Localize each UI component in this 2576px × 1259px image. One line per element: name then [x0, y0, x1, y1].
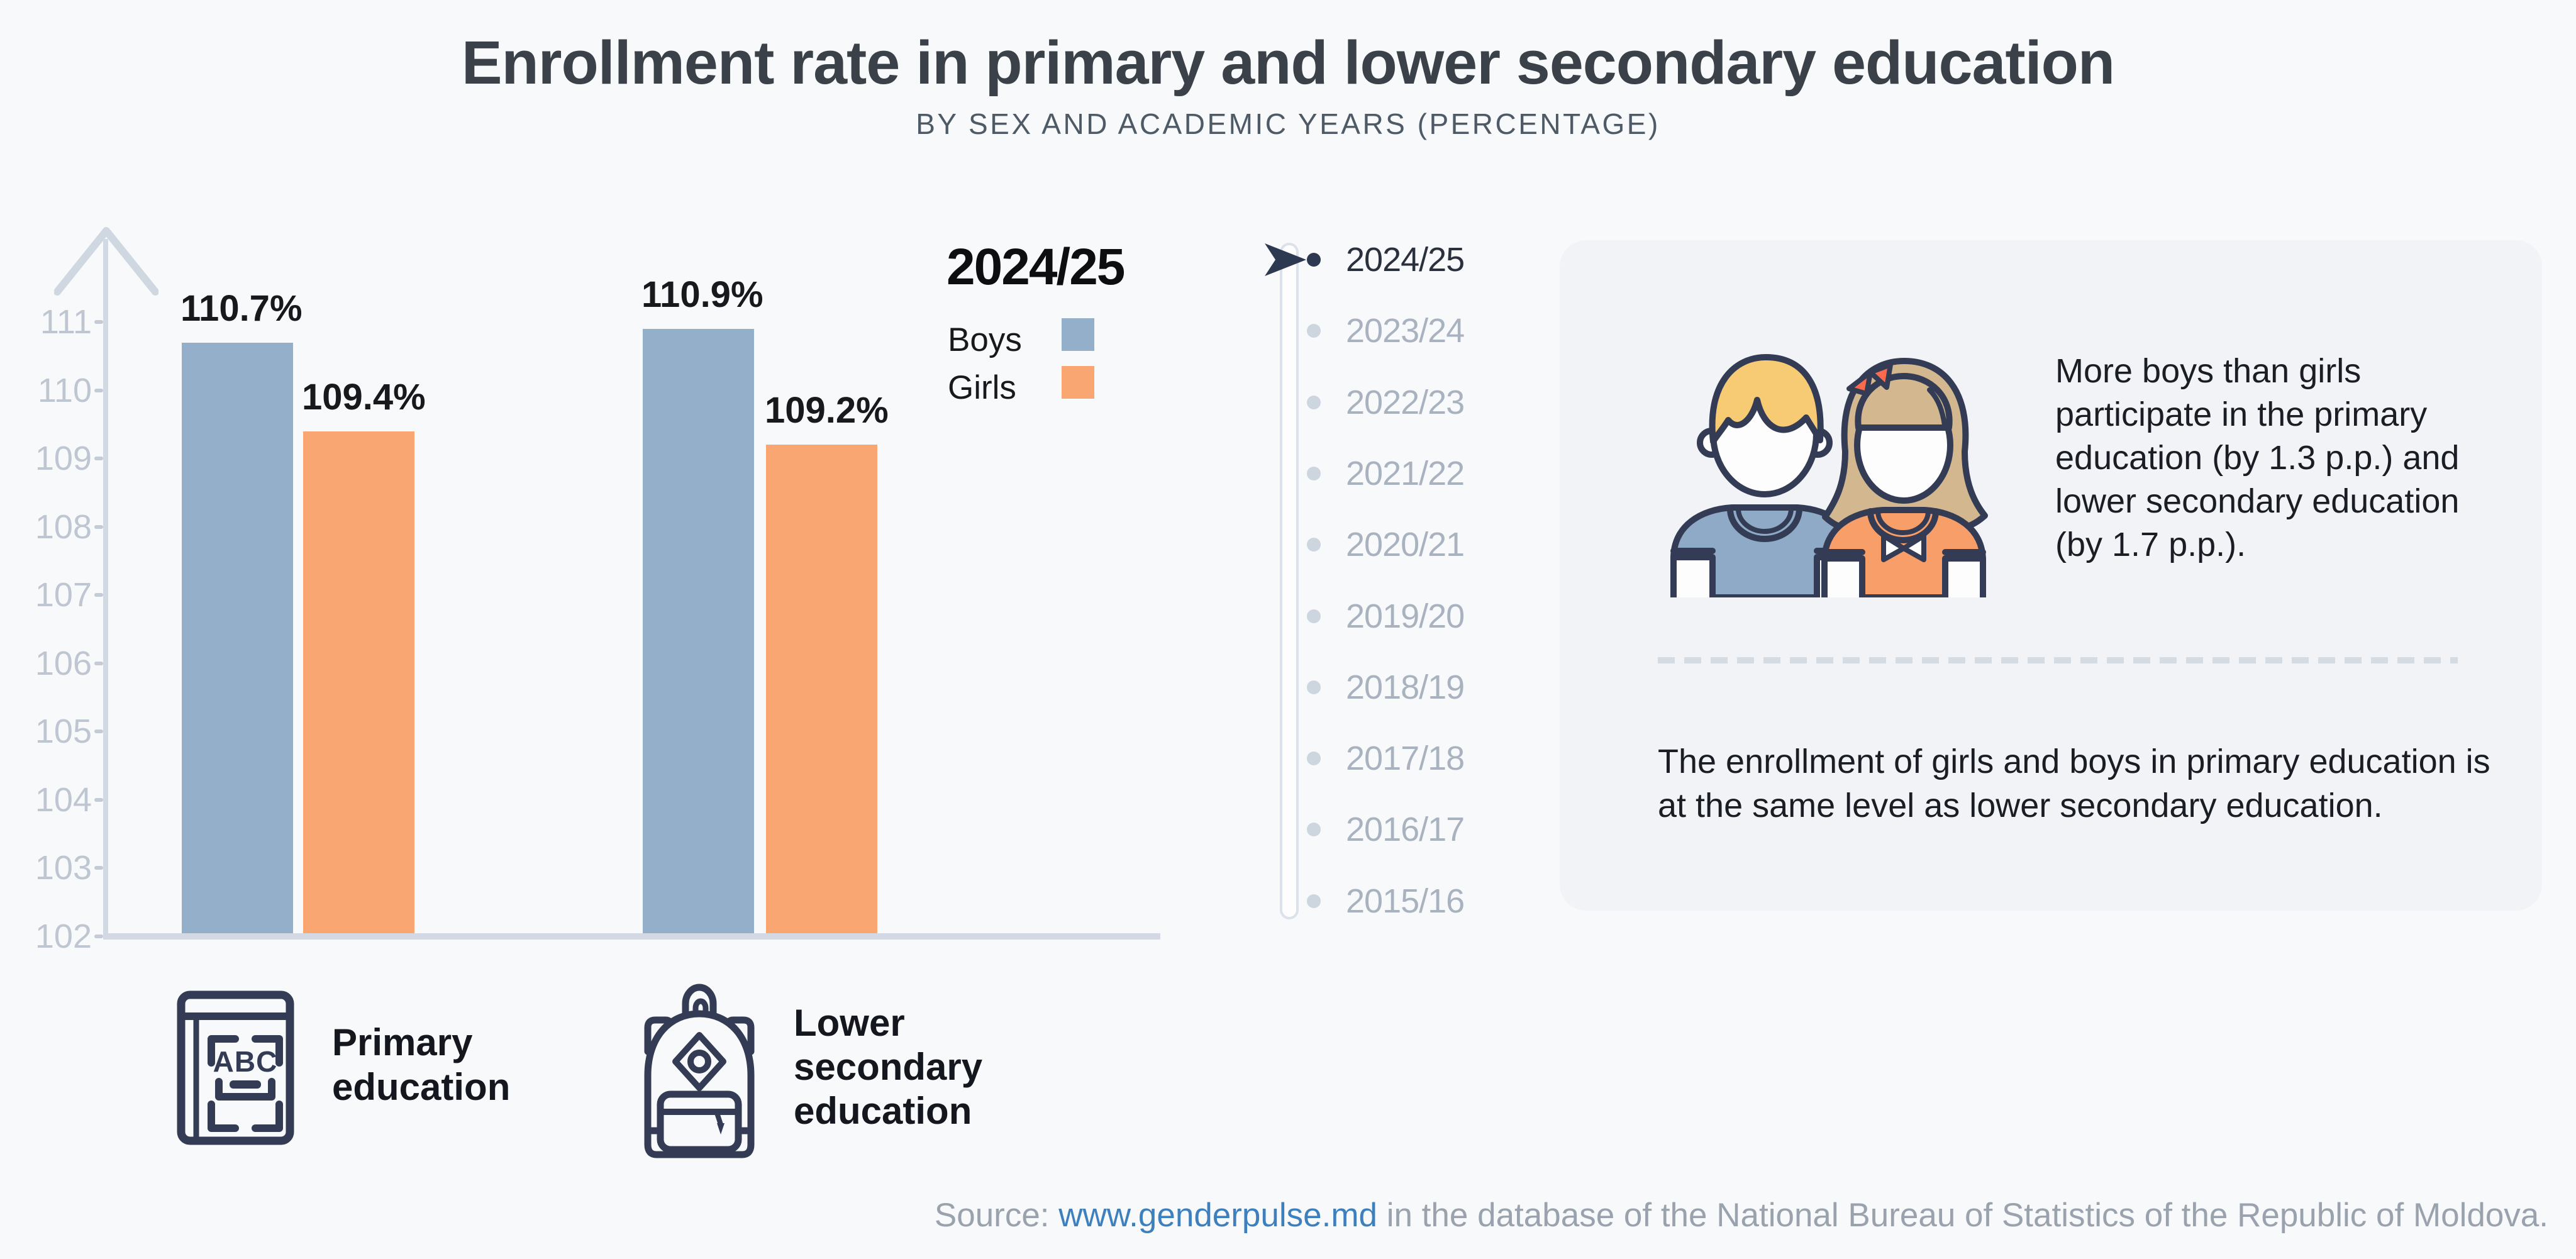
page-title: Enrollment rate in primary and lower sec…: [461, 28, 2115, 97]
timeline-dot-2016-17[interactable]: [1307, 823, 1321, 837]
bar-boys-primary: [182, 342, 293, 933]
page-subtitle: BY SEX AND ACADEMIC YEARS (PERCENTAGE): [916, 108, 1660, 140]
y-axis-tick-label: 107: [35, 576, 92, 614]
y-axis-tick-label: 103: [35, 849, 92, 887]
y-axis-tick-label: 111: [40, 303, 92, 341]
timeline-year-2021-22[interactable]: 2021/22: [1346, 454, 1465, 492]
bar-girls-primary: [303, 431, 414, 933]
y-axis-tick-mark: [94, 524, 103, 529]
timeline-year-2016-17[interactable]: 2016/17: [1346, 811, 1465, 849]
legend-label-boys: Boys: [948, 321, 1022, 358]
timeline-year-2023-24[interactable]: 2023/24: [1346, 312, 1465, 350]
y-axis-line: [103, 239, 108, 940]
y-axis-tick-mark: [94, 729, 103, 734]
insight-paragraph-2: The enrollment of girls and boys in prim…: [1658, 743, 2490, 824]
timeline-dot-2020-21[interactable]: [1307, 538, 1321, 552]
x-axis-line: [103, 933, 1160, 940]
category-label-lower-secondary: Lower secondary education: [794, 1002, 983, 1132]
source-line: Source: www.genderpulse.md in the databa…: [935, 1196, 2548, 1234]
timeline-dot-2017-18[interactable]: [1307, 752, 1321, 766]
y-axis-tick-mark: [94, 457, 103, 461]
legend-swatch-girls: [1062, 366, 1094, 399]
legend-swatch-boys: [1062, 318, 1094, 351]
insight-paragraph-1: More boys than girls participate in the …: [2055, 352, 2460, 563]
y-axis-tick-mark: [94, 935, 103, 938]
timeline-dot-2022-23[interactable]: [1307, 395, 1321, 409]
timeline-year-2017-18[interactable]: 2017/18: [1346, 740, 1465, 778]
timeline-year-2022-23[interactable]: 2022/23: [1346, 383, 1465, 421]
timeline-dot-2024-25[interactable]: [1307, 253, 1321, 267]
source-link[interactable]: www.genderpulse.md: [1058, 1197, 1377, 1234]
dashed-divider: [1658, 657, 2458, 663]
timeline-arrow-icon[interactable]: [1265, 243, 1307, 276]
book-abc-icon: ABC: [177, 990, 294, 1145]
timeline-year-2019-20[interactable]: 2019/20: [1346, 597, 1465, 635]
y-axis-tick-label: 106: [35, 644, 92, 682]
y-axis-tick-label: 108: [35, 507, 92, 546]
timeline-dot-2023-24[interactable]: [1307, 324, 1321, 338]
bar-girls-lower-secondary: [766, 445, 877, 933]
source-prefix: Source:: [934, 1197, 1059, 1234]
y-axis-tick-label: 105: [35, 713, 92, 751]
y-axis-tick-mark: [94, 866, 103, 870]
timeline-year-2024-25[interactable]: 2024/25: [1346, 241, 1465, 279]
boy-and-girl-icon: [1670, 354, 1988, 597]
y-axis-tick-label: 109: [35, 440, 92, 478]
timeline-dot-2015-16[interactable]: [1307, 894, 1321, 908]
y-axis-arrow-icon: [54, 227, 158, 296]
legend-label-girls: Girls: [948, 369, 1016, 406]
timeline-year-2018-19[interactable]: 2018/19: [1346, 668, 1465, 706]
bar-boys-lower-secondary: [643, 328, 754, 933]
timeline-year-2015-16[interactable]: 2015/16: [1346, 882, 1465, 920]
y-axis-tick-mark: [94, 593, 103, 597]
y-axis-tick-mark: [94, 797, 103, 802]
y-axis-tick-label: 102: [35, 918, 92, 955]
timeline-track[interactable]: [1280, 243, 1299, 919]
timeline-dot-2021-22[interactable]: [1307, 466, 1321, 480]
svg-text:ABC: ABC: [213, 1045, 278, 1078]
timeline-dot-2019-20[interactable]: [1307, 609, 1321, 623]
y-axis-tick-mark: [94, 388, 103, 392]
bar-value-label: 110.9%: [641, 274, 763, 315]
y-axis-tick-label: 110: [37, 371, 92, 409]
y-axis-tick-label: 104: [35, 780, 92, 819]
timeline-dot-2018-19[interactable]: [1307, 680, 1321, 694]
bar-value-label: 110.7%: [180, 287, 303, 329]
legend-academic-year: 2024/25: [947, 238, 1125, 296]
bar-value-label: 109.2%: [765, 390, 889, 431]
y-axis-tick-mark: [94, 661, 103, 665]
category-label-primary: Primary education: [332, 1021, 511, 1108]
source-suffix: in the database of the National Bureau o…: [1377, 1197, 2548, 1234]
backpack-icon: [644, 984, 755, 1158]
bar-value-label: 109.4%: [302, 376, 426, 418]
timeline-year-2020-21[interactable]: 2020/21: [1346, 526, 1465, 564]
y-axis-tick-mark: [94, 320, 103, 324]
